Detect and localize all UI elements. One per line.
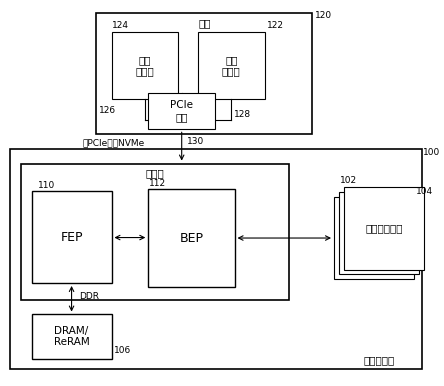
Text: 在PCIe上的NVMe: 在PCIe上的NVMe — [83, 138, 145, 147]
Text: 100: 100 — [423, 147, 440, 157]
Bar — [148, 189, 234, 287]
Text: 128: 128 — [234, 110, 251, 119]
Bar — [339, 192, 419, 274]
Text: 126: 126 — [99, 106, 116, 115]
Text: 122: 122 — [267, 21, 284, 30]
Bar — [148, 93, 215, 129]
Bar — [32, 191, 111, 283]
Text: DDR: DDR — [79, 292, 99, 301]
Bar — [344, 187, 424, 270]
Text: PCIe
接口: PCIe 接口 — [170, 100, 193, 122]
Text: 102: 102 — [340, 176, 357, 185]
Text: 104: 104 — [416, 187, 433, 196]
Text: 主机: 主机 — [198, 19, 210, 29]
Bar — [96, 13, 312, 134]
Text: 112: 112 — [149, 179, 166, 188]
Text: BEP: BEP — [179, 232, 203, 244]
Bar — [32, 315, 111, 359]
Text: 120: 120 — [314, 11, 332, 20]
Bar — [198, 32, 265, 99]
Text: 控制器: 控制器 — [145, 168, 164, 178]
Text: 124: 124 — [112, 21, 129, 30]
Bar — [334, 197, 414, 279]
Text: 主机
存储器: 主机 存储器 — [135, 55, 155, 76]
Text: FEP: FEP — [60, 230, 83, 244]
Bar — [21, 164, 289, 300]
Text: 存储器封装件: 存储器封装件 — [365, 223, 403, 234]
Bar — [111, 32, 178, 99]
Text: 主机
处理器: 主机 处理器 — [222, 55, 241, 76]
Text: 110: 110 — [38, 181, 56, 190]
Text: 130: 130 — [187, 137, 204, 146]
Text: 存储器系统: 存储器系统 — [364, 355, 395, 365]
Bar — [10, 149, 423, 369]
Text: DRAM/
ReRAM: DRAM/ ReRAM — [54, 326, 89, 347]
Text: 106: 106 — [114, 347, 131, 356]
